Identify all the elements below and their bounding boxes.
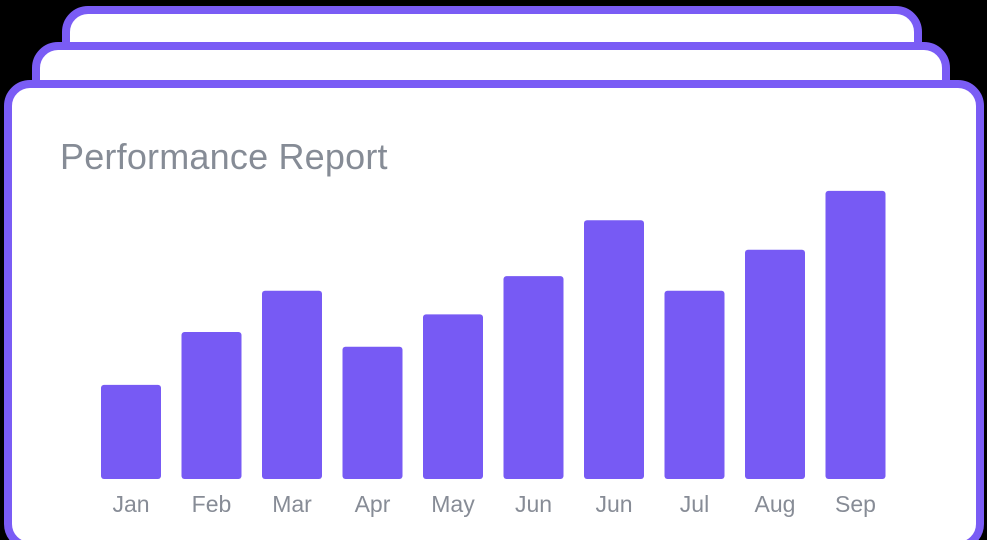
x-tick-label-4: May — [431, 491, 475, 517]
bar-jan-0 — [101, 384, 161, 479]
x-tick-label-8: Aug — [755, 491, 796, 517]
report-card — [4, 80, 984, 540]
x-tick-label-7: Jul — [680, 491, 709, 517]
x-tick-label-6: Jun — [595, 491, 632, 517]
bar-jul-7 — [664, 290, 725, 479]
x-tick-label-9: Sep — [835, 491, 876, 517]
tick-labels-group: Jan Feb Mar Apr May Jun Jun Jul Aug Sep — [112, 491, 876, 517]
chart-title: Performance Report — [60, 136, 388, 177]
bar-mar-2 — [262, 290, 322, 479]
bar-aug-8 — [745, 249, 805, 479]
x-tick-label-1: Feb — [192, 491, 232, 517]
x-tick-label-3: Apr — [355, 491, 391, 517]
bars-group — [101, 190, 886, 480]
x-tick-label-5: Jun — [515, 491, 552, 517]
x-tick-label-2: Mar — [272, 491, 312, 517]
x-tick-label-0: Jan — [112, 491, 149, 517]
bar-feb-1 — [181, 332, 242, 479]
bar-sep-9 — [825, 190, 886, 479]
bar-apr-3 — [342, 346, 403, 479]
bar-jun-5 — [503, 276, 564, 479]
bar-jun-6 — [584, 220, 644, 480]
bar-may-4 — [423, 314, 483, 479]
